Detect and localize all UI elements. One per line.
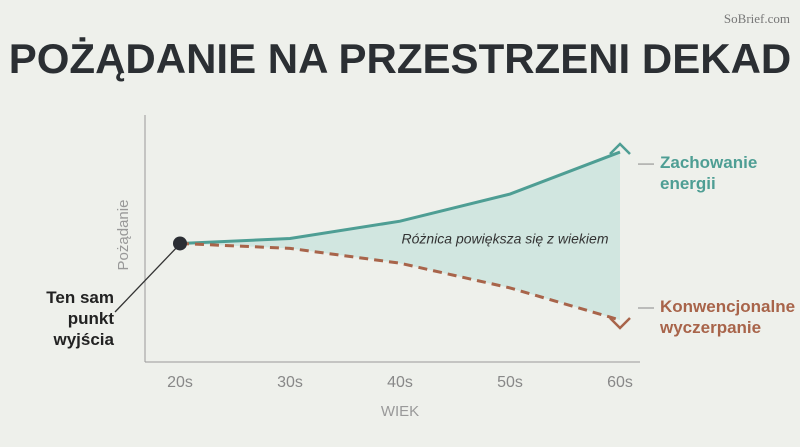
watermark: SoBrief.com bbox=[724, 11, 790, 26]
line bbox=[179, 150, 621, 245]
x-tick-label: 40s bbox=[387, 374, 413, 391]
start-point bbox=[173, 236, 187, 251]
x-tick-label: 60s bbox=[607, 374, 633, 391]
y-axis-label: Pożądanie bbox=[115, 200, 132, 271]
x-axis-label: WIEK bbox=[381, 403, 419, 420]
annotation: Różnica powiększa się z wiekiem bbox=[402, 231, 609, 247]
legend-label: Zachowanie energii bbox=[660, 153, 758, 194]
chart-title: POŻĄDANIE NA PRZESTRZENI DEKAD bbox=[9, 35, 791, 82]
x-tick-label: 50s bbox=[497, 374, 523, 391]
x-tick-label: 30s bbox=[277, 374, 303, 391]
annotation: Ten sam punkt wyjścia bbox=[46, 288, 114, 349]
chevron bbox=[609, 142, 631, 155]
leader-line bbox=[114, 243, 181, 313]
x-tick-label: 20s bbox=[167, 374, 193, 391]
legend-label: Konwencjonalne wyczerpanie bbox=[660, 297, 796, 337]
chevron bbox=[609, 317, 631, 330]
